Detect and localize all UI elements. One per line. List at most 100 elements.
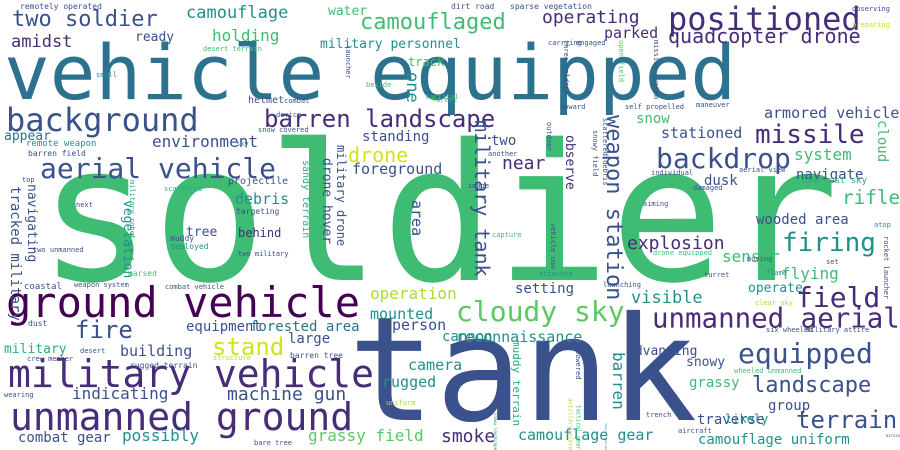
word-setting: setting bbox=[515, 281, 575, 297]
word-foreground: foreground bbox=[352, 160, 443, 178]
word-moving: moving bbox=[747, 255, 773, 263]
word-standing: standing bbox=[362, 129, 430, 145]
word-backdrop: backdrop bbox=[656, 142, 791, 175]
word-unmanned-ground: unmanned ground bbox=[10, 395, 354, 439]
word-camouflage-gear: camouflage gear bbox=[518, 426, 654, 444]
word-operation: operation bbox=[370, 284, 457, 303]
word-uniform: uniform bbox=[386, 399, 416, 407]
word-ready: ready bbox=[135, 30, 175, 45]
word-open-field: open field bbox=[617, 40, 625, 83]
word-military-tank: military tank bbox=[470, 120, 494, 277]
word-system: system bbox=[794, 145, 852, 164]
word-armored-vehicle: armored vehicle bbox=[764, 104, 900, 122]
word-device: device bbox=[276, 111, 302, 119]
word-large: large bbox=[288, 331, 331, 347]
word-weapon-station: weapon station bbox=[601, 115, 626, 301]
word-tank: tank bbox=[348, 286, 698, 450]
word-drone-equipped: drone equipped bbox=[653, 249, 713, 257]
word-military-attire: military attire bbox=[806, 326, 870, 334]
word-turret: turret bbox=[704, 271, 730, 279]
word-another: another bbox=[488, 150, 518, 158]
word-missile: missile bbox=[755, 120, 865, 150]
word-six-wheeled: six wheeled bbox=[766, 326, 813, 334]
word-launching: launching bbox=[603, 281, 641, 289]
word-weapon-system: weapon system bbox=[74, 281, 129, 289]
word-observing: observing bbox=[852, 5, 890, 13]
word-attached: attached bbox=[539, 270, 573, 278]
word-unmanned-aerial: unmanned aerial bbox=[652, 302, 900, 335]
word-wheeled-unmanned: wheeled unmanned bbox=[734, 367, 802, 375]
word-snowy: snowy bbox=[686, 355, 726, 370]
word-forest: forest bbox=[432, 96, 458, 104]
word-bare-tree: bare tree bbox=[254, 439, 292, 447]
word-stand: stand bbox=[212, 333, 285, 361]
word-camouflage: camouflage bbox=[186, 3, 289, 23]
word-missile-system: missile system bbox=[652, 40, 660, 100]
word-remote-weapon: remote weapon bbox=[26, 139, 97, 149]
word-atop: atop bbox=[874, 221, 891, 229]
word-small: small bbox=[96, 71, 118, 79]
word-military-robot: military robot bbox=[128, 180, 136, 240]
word-landscape: landscape bbox=[752, 373, 872, 398]
word-next: next bbox=[76, 201, 93, 209]
word-coastal: coastal bbox=[24, 282, 62, 292]
word-operating: operating bbox=[542, 7, 640, 28]
word-top: top bbox=[22, 176, 35, 184]
word-stationed: stationed bbox=[661, 124, 743, 142]
word-image: image bbox=[468, 182, 490, 190]
word-capture: capture bbox=[492, 231, 522, 239]
word-military-drone: military drone bbox=[334, 145, 348, 247]
word-military-vehicle: military vehicle bbox=[8, 352, 375, 396]
word-maneuver: maneuver bbox=[696, 101, 730, 109]
word-launcher: launcher bbox=[344, 45, 352, 79]
word-parked: parked bbox=[604, 24, 659, 42]
word-drone-hover: drone hover bbox=[319, 158, 334, 245]
word-barren: barren bbox=[609, 352, 628, 410]
word-reconnaissance: reconnaissance bbox=[456, 328, 583, 346]
word-trench: trench bbox=[646, 411, 672, 419]
word-snow: snow bbox=[636, 111, 670, 127]
word-barren-field: barren field bbox=[28, 149, 86, 158]
word-quadcopter-drone: quadcopter drone bbox=[668, 24, 861, 48]
word-background: background bbox=[6, 101, 199, 139]
word-sensor: sensor bbox=[722, 247, 780, 266]
word-tree: tree bbox=[186, 225, 218, 240]
word-aerial-vehicle: aerial vehicle bbox=[40, 152, 277, 185]
word-clear-sky: clear sky bbox=[755, 299, 793, 307]
word-appear: appear bbox=[4, 129, 51, 144]
word-camouflage-uniform: camouflage uniform bbox=[698, 432, 850, 448]
word-two-military: two military bbox=[238, 250, 289, 258]
word-desert: desert bbox=[80, 347, 106, 355]
word-behind: behind bbox=[238, 226, 282, 240]
word-debris: debris bbox=[235, 190, 290, 208]
word-marsed: marsed bbox=[128, 269, 157, 278]
word-sparse-vegetation: sparse vegetation bbox=[510, 2, 592, 11]
word-equipped: equipped bbox=[738, 337, 873, 370]
word-military-personnel: military personnel bbox=[320, 37, 461, 52]
word-combat-vehicle: combat vehicle bbox=[165, 283, 225, 291]
word-projectile: projectile bbox=[228, 176, 289, 187]
word-navigating: navigating bbox=[24, 184, 39, 263]
word-wearing: wearing bbox=[4, 391, 34, 399]
word-self-propelled: self propelled bbox=[625, 103, 685, 111]
word-sandy-terrain: sandy terrain bbox=[300, 160, 311, 239]
word-environment: environment bbox=[152, 132, 258, 151]
word-dust: dust bbox=[28, 319, 48, 328]
word-outdoor: outdoor bbox=[545, 122, 553, 152]
word-rugged-terrain: rugged terrain bbox=[130, 361, 198, 370]
word-camouflaged: camouflaged bbox=[360, 10, 506, 35]
word-snow-covered: snow covered bbox=[258, 126, 309, 134]
word-rugged: rugged bbox=[382, 373, 437, 391]
word-dusk: dusk bbox=[704, 173, 738, 189]
word-indicating: indicating bbox=[72, 384, 169, 403]
word-visible: visible bbox=[631, 288, 703, 308]
word-vehicle-uav: vehicle uav bbox=[549, 223, 557, 270]
word-snowy-field: snowy field bbox=[591, 130, 599, 177]
word-water: water bbox=[328, 4, 368, 19]
word-tracked-military: tracked military bbox=[7, 186, 23, 321]
word-three-soldier: three soldier bbox=[562, 40, 570, 95]
word-grassy: grassy bbox=[689, 375, 740, 391]
word-machine-gun: machine gun bbox=[227, 384, 347, 405]
word-advancing: advancing bbox=[627, 344, 698, 359]
